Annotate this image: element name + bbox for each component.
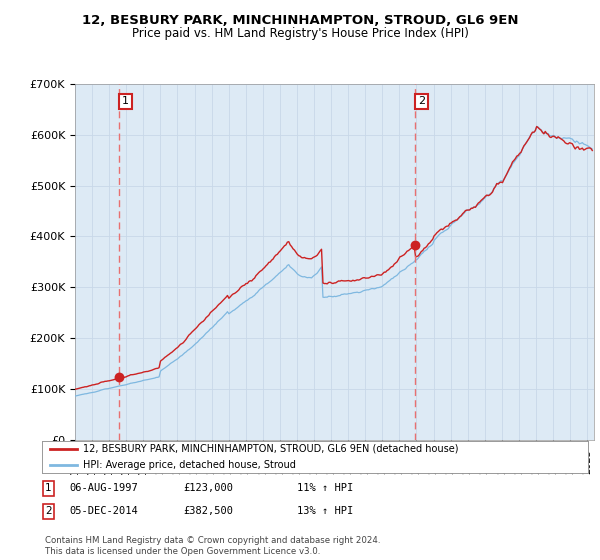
Text: 1: 1 bbox=[45, 483, 52, 493]
Text: 13% ↑ HPI: 13% ↑ HPI bbox=[297, 506, 353, 516]
Text: 11% ↑ HPI: 11% ↑ HPI bbox=[297, 483, 353, 493]
Text: 2: 2 bbox=[45, 506, 52, 516]
Point bbox=[115, 372, 124, 381]
Text: Price paid vs. HM Land Registry's House Price Index (HPI): Price paid vs. HM Land Registry's House … bbox=[131, 27, 469, 40]
Text: HPI: Average price, detached house, Stroud: HPI: Average price, detached house, Stro… bbox=[83, 460, 296, 470]
Text: 12, BESBURY PARK, MINCHINHAMPTON, STROUD, GL6 9EN: 12, BESBURY PARK, MINCHINHAMPTON, STROUD… bbox=[82, 14, 518, 27]
Text: 05-DEC-2014: 05-DEC-2014 bbox=[69, 506, 138, 516]
Text: 2: 2 bbox=[418, 96, 425, 106]
Text: Contains HM Land Registry data © Crown copyright and database right 2024.
This d: Contains HM Land Registry data © Crown c… bbox=[45, 536, 380, 556]
Text: £382,500: £382,500 bbox=[183, 506, 233, 516]
Point bbox=[410, 241, 420, 250]
Text: £123,000: £123,000 bbox=[183, 483, 233, 493]
Text: 1: 1 bbox=[122, 96, 129, 106]
Text: 06-AUG-1997: 06-AUG-1997 bbox=[69, 483, 138, 493]
Text: 12, BESBURY PARK, MINCHINHAMPTON, STROUD, GL6 9EN (detached house): 12, BESBURY PARK, MINCHINHAMPTON, STROUD… bbox=[83, 444, 458, 454]
